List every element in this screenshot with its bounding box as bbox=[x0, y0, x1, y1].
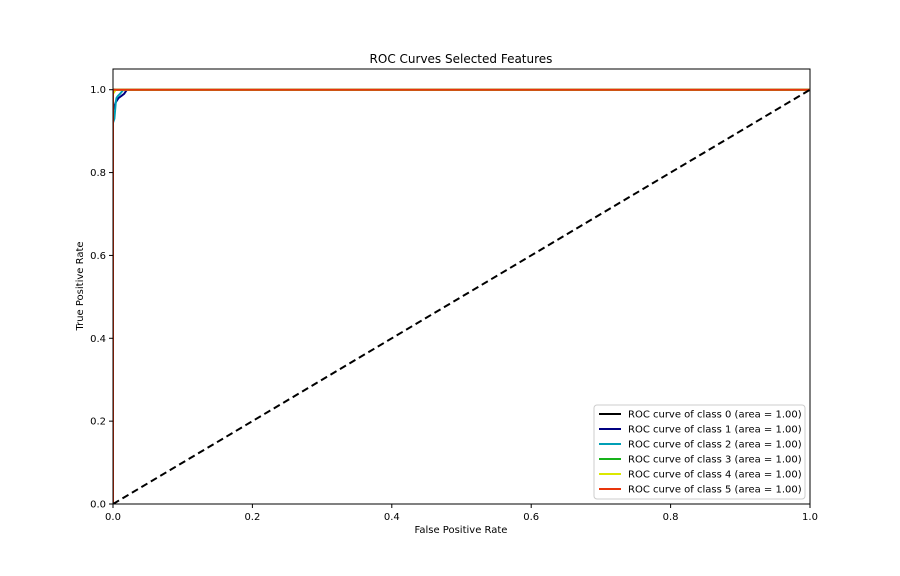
legend: ROC curve of class 0 (area = 1.00) ROC cu… bbox=[593, 404, 806, 500]
y-axis-label: True Positive Rate bbox=[75, 241, 86, 331]
y-tick-label: 0.0 bbox=[90, 500, 106, 511]
x-tick-label: 0.0 bbox=[105, 512, 121, 523]
legend-label-class-3: ROC curve of class 3 (area = 1.00) bbox=[628, 455, 802, 466]
chart-title: ROC Curves Selected Features bbox=[370, 52, 553, 66]
legend-label-class-4: ROC curve of class 4 (area = 1.00) bbox=[628, 470, 802, 481]
legend-label-class-1: ROC curve of class 1 (area = 1.00) bbox=[628, 425, 802, 436]
x-axis: 0.0 0.2 0.4 0.6 0.8 1.0 bbox=[105, 504, 818, 523]
legend-label-class-0: ROC curve of class 0 (area = 1.00) bbox=[628, 410, 802, 421]
reference-diagonal bbox=[113, 88, 810, 504]
plot-area bbox=[113, 88, 810, 504]
x-tick-label: 0.2 bbox=[244, 512, 260, 523]
y-tick-label: 1.0 bbox=[90, 85, 106, 96]
x-tick-label: 1.0 bbox=[802, 512, 818, 523]
x-tick-label: 0.6 bbox=[523, 512, 539, 523]
plot-frame bbox=[112, 68, 811, 505]
legend-label-class-2: ROC curve of class 2 (area = 1.00) bbox=[628, 440, 802, 451]
x-tick-label: 0.4 bbox=[384, 512, 400, 523]
y-tick-label: 0.2 bbox=[90, 417, 106, 428]
x-tick-label: 0.8 bbox=[663, 512, 679, 523]
y-tick-label: 0.6 bbox=[90, 251, 106, 262]
roc-curve-class-5 bbox=[113, 88, 810, 504]
legend-label-class-5: ROC curve of class 5 (area = 1.00) bbox=[628, 485, 802, 496]
y-tick-label: 0.8 bbox=[90, 168, 106, 179]
y-tick-label: 0.4 bbox=[90, 334, 106, 345]
x-axis-label: False Positive Rate bbox=[415, 525, 508, 536]
legend-box bbox=[593, 404, 806, 500]
y-axis: 0.0 0.2 0.4 0.6 0.8 1.0 bbox=[90, 85, 113, 511]
